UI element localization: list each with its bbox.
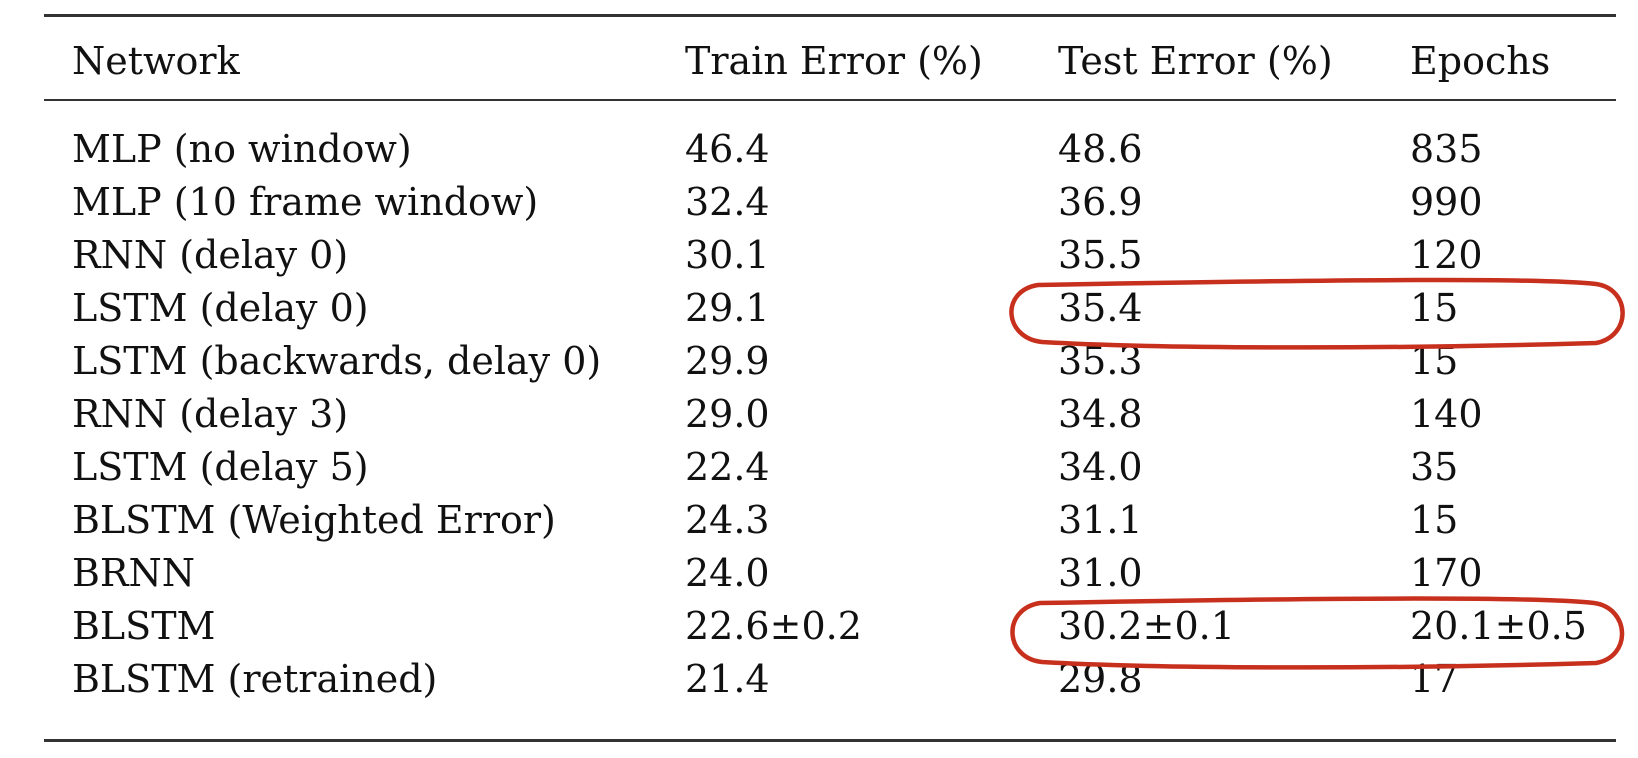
train-error-cell: 24.3	[685, 498, 770, 542]
epochs-cell: 17	[1410, 657, 1459, 701]
network-cell: RNN (delay 3)	[72, 392, 349, 436]
train-error-cell: 29.9	[685, 339, 770, 383]
table-row: RNN (delay 0) 30.1 35.5 120	[0, 228, 1638, 282]
train-error-cell: 29.1	[685, 286, 770, 330]
table-row: BLSTM (retrained) 21.4 29.8 17	[0, 652, 1638, 706]
network-cell: BLSTM (retrained)	[72, 657, 438, 701]
table-row: LSTM (delay 0) 29.1 35.4 15	[0, 281, 1638, 335]
table-row: LSTM (delay 5) 22.4 34.0 35	[0, 440, 1638, 494]
epochs-cell: 35	[1410, 445, 1459, 489]
epochs-cell: 15	[1410, 339, 1459, 383]
test-error-cell: 36.9	[1058, 180, 1143, 224]
test-error-cell: 48.6	[1058, 127, 1143, 171]
epochs-cell: 15	[1410, 286, 1459, 330]
train-error-cell: 22.6±0.2	[685, 604, 862, 648]
test-error-cell: 30.2±0.1	[1058, 604, 1235, 648]
epochs-cell: 835	[1410, 127, 1483, 171]
test-error-cell: 34.8	[1058, 392, 1143, 436]
test-error-cell: 35.4	[1058, 286, 1143, 330]
table-row: LSTM (backwards, delay 0) 29.9 35.3 15	[0, 334, 1638, 388]
header-rule	[44, 99, 1616, 101]
top-rule	[44, 14, 1616, 17]
test-error-cell: 35.3	[1058, 339, 1143, 383]
network-cell: LSTM (delay 0)	[72, 286, 369, 330]
train-error-cell: 30.1	[685, 233, 770, 277]
table-row: BLSTM 22.6±0.2 30.2±0.1 20.1±0.5	[0, 599, 1638, 653]
network-cell: BRNN	[72, 551, 196, 595]
test-error-cell: 29.8	[1058, 657, 1143, 701]
header-row: Network Train Error (%) Test Error (%) E…	[0, 34, 1638, 88]
network-cell: BLSTM	[72, 604, 216, 648]
train-error-cell: 32.4	[685, 180, 770, 224]
epochs-cell: 170	[1410, 551, 1483, 595]
network-cell: LSTM (backwards, delay 0)	[72, 339, 602, 383]
table-row: MLP (no window) 46.4 48.6 835	[0, 122, 1638, 176]
test-error-cell: 35.5	[1058, 233, 1143, 277]
table-row: RNN (delay 3) 29.0 34.8 140	[0, 387, 1638, 441]
network-cell: MLP (no window)	[72, 127, 412, 171]
network-cell: LSTM (delay 5)	[72, 445, 369, 489]
epochs-cell: 140	[1410, 392, 1483, 436]
test-error-cell: 34.0	[1058, 445, 1143, 489]
header-test-error: Test Error (%)	[1058, 39, 1333, 83]
network-cell: BLSTM (Weighted Error)	[72, 498, 556, 542]
train-error-cell: 22.4	[685, 445, 770, 489]
header-network: Network	[72, 39, 240, 83]
header-train-error: Train Error (%)	[685, 39, 983, 83]
train-error-cell: 21.4	[685, 657, 770, 701]
bottom-rule	[44, 739, 1616, 742]
table-row: BRNN 24.0 31.0 170	[0, 546, 1638, 600]
epochs-cell: 20.1±0.5	[1410, 604, 1587, 648]
epochs-cell: 15	[1410, 498, 1459, 542]
network-cell: RNN (delay 0)	[72, 233, 349, 277]
network-cell: MLP (10 frame window)	[72, 180, 539, 224]
epochs-cell: 120	[1410, 233, 1483, 277]
table-row: MLP (10 frame window) 32.4 36.9 990	[0, 175, 1638, 229]
test-error-cell: 31.1	[1058, 498, 1143, 542]
table-row: BLSTM (Weighted Error) 24.3 31.1 15	[0, 493, 1638, 547]
train-error-cell: 29.0	[685, 392, 770, 436]
test-error-cell: 31.0	[1058, 551, 1143, 595]
epochs-cell: 990	[1410, 180, 1483, 224]
header-epochs: Epochs	[1410, 39, 1551, 83]
train-error-cell: 24.0	[685, 551, 770, 595]
train-error-cell: 46.4	[685, 127, 770, 171]
